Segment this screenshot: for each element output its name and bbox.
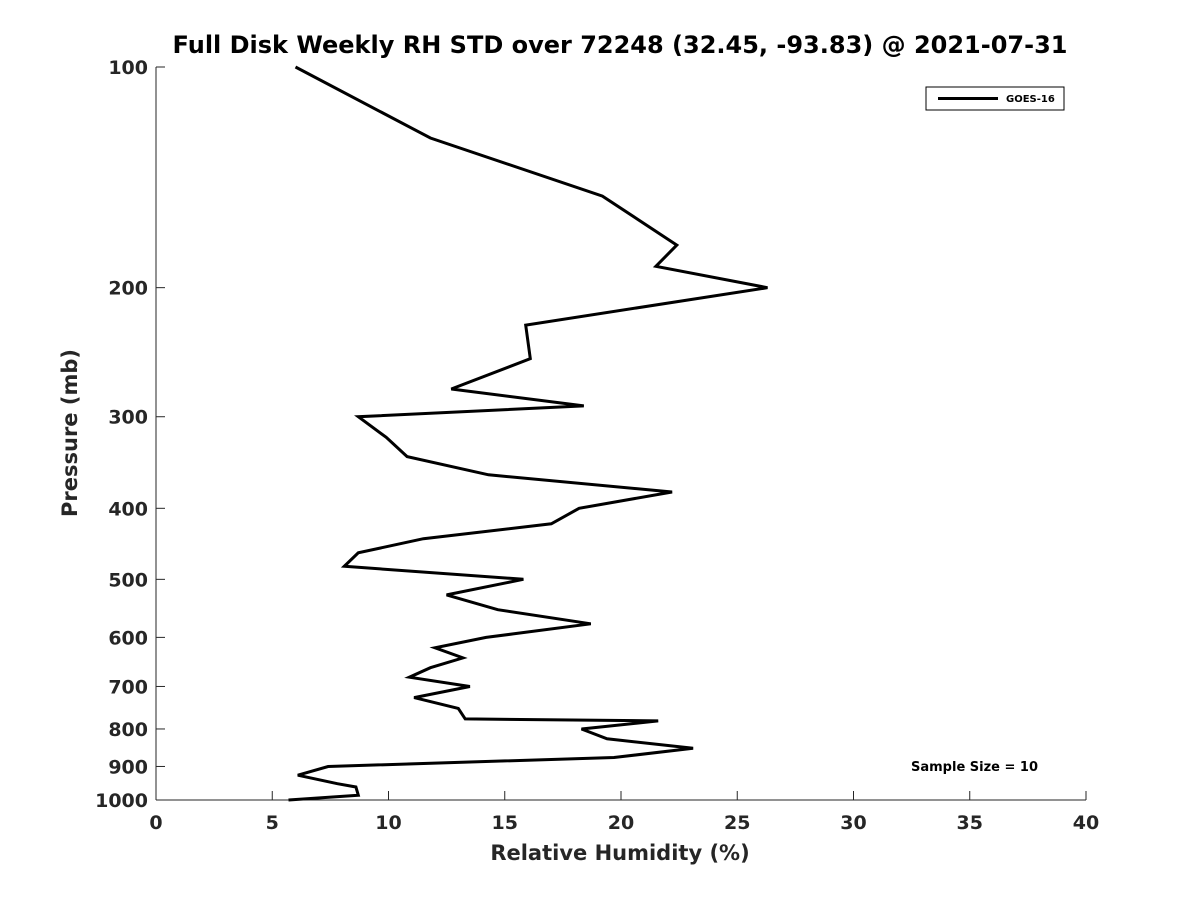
sample-size-annotation: Sample Size = 10 xyxy=(911,760,1038,775)
y-tick-label: 700 xyxy=(108,676,148,698)
x-tick-label: 30 xyxy=(840,812,866,834)
x-tick-label: 40 xyxy=(1073,812,1099,834)
axes xyxy=(155,67,1086,801)
series xyxy=(288,65,768,802)
x-tick-label: 0 xyxy=(149,812,162,834)
x-tick-label: 5 xyxy=(266,812,279,834)
y-tick-label: 900 xyxy=(108,756,148,778)
x-tick-label: 25 xyxy=(724,812,750,834)
y-tick-label: 100 xyxy=(108,57,148,79)
chart-title: Full Disk Weekly RH STD over 72248 (32.4… xyxy=(173,31,1068,59)
x-tick-label: 35 xyxy=(957,812,983,834)
legend: GOES-16 xyxy=(925,86,1065,111)
y-tick-label: 300 xyxy=(108,407,148,429)
y-ticks: 100 200 300 400 500 600 700 800 900 1000 xyxy=(95,57,165,812)
x-tick-label: 10 xyxy=(375,812,401,834)
series-line xyxy=(288,65,768,802)
y-tick-label: 200 xyxy=(108,278,148,300)
y-tick-label: 800 xyxy=(108,719,148,741)
legend-entry-label: GOES-16 xyxy=(1006,94,1055,105)
y-tick-label: 1000 xyxy=(95,790,148,812)
x-ticks: 0 5 10 15 20 25 30 35 40 xyxy=(149,791,1099,834)
y-tick-label: 500 xyxy=(108,569,148,591)
y-axis-label: Pressure (mb) xyxy=(58,349,82,517)
x-tick-label: 20 xyxy=(608,812,634,834)
y-tick-label: 600 xyxy=(108,627,148,649)
x-tick-label: 15 xyxy=(492,812,518,834)
y-tick-label: 400 xyxy=(108,498,148,520)
x-axis-label: Relative Humidity (%) xyxy=(490,841,749,865)
